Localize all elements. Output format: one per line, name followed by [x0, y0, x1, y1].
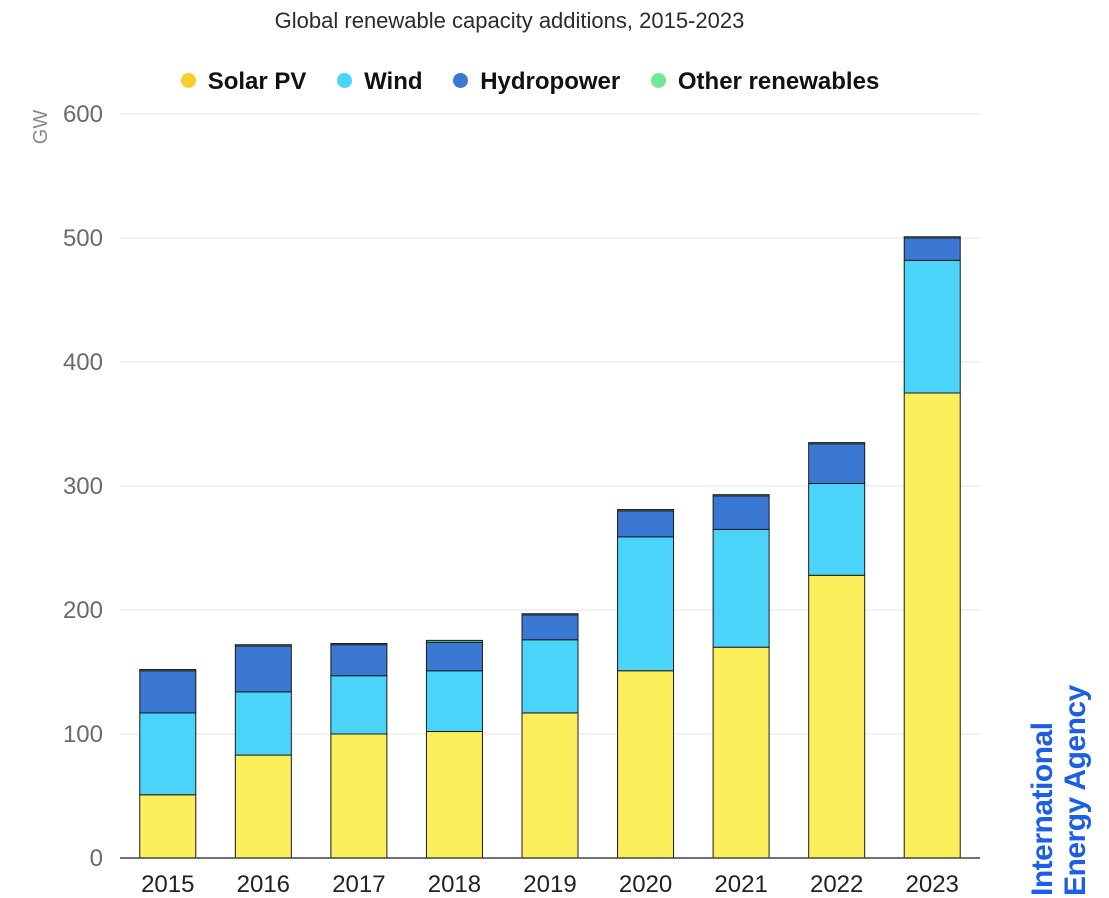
bar-solar-pv-2019: [521, 712, 579, 859]
chart-legend: Solar PV Wind Hydropower Other renewable…: [0, 68, 1060, 96]
bar-wind-2019: [521, 639, 579, 714]
x-tick-label-2015: 2015: [141, 871, 194, 898]
bar-hydropower-2021: [712, 495, 770, 530]
bar-wind-2020: [617, 536, 675, 672]
y-tick-label-500: 500: [63, 225, 103, 252]
bar-other-renewables-2018: [425, 639, 483, 643]
legend-dot-other-renewables: [650, 73, 666, 89]
bar-solar-pv-2015: [139, 794, 197, 859]
bar-other-renewables-2023: [903, 236, 961, 239]
bar-solar-pv-2018: [425, 731, 483, 859]
y-tick-label-100: 100: [63, 721, 103, 748]
bar-hydropower-2019: [521, 614, 579, 641]
bar-hydropower-2022: [808, 443, 866, 485]
bar-wind-2018: [425, 670, 483, 733]
y-tick-label-0: 0: [90, 845, 103, 872]
x-tick-label-2022: 2022: [810, 871, 863, 898]
bar-other-renewables-2019: [521, 613, 579, 616]
x-tick-label-2017: 2017: [332, 871, 385, 898]
legend-item-wind[interactable]: Wind: [337, 68, 423, 96]
logo-line-1: International: [1026, 722, 1059, 896]
legend-label-wind: Wind: [364, 68, 423, 95]
legend-item-hydropower[interactable]: Hydropower: [453, 68, 620, 96]
y-axis-unit-label: GW: [30, 110, 52, 145]
bar-wind-2022: [808, 483, 866, 576]
iea-logo: International Energy Agency: [1026, 685, 1092, 896]
bar-solar-pv-2017: [330, 733, 388, 859]
bar-hydropower-2020: [617, 510, 675, 538]
logo-line-2: Energy Agency: [1059, 685, 1092, 896]
bar-other-renewables-2021: [712, 494, 770, 497]
bar-other-renewables-2020: [617, 509, 675, 512]
bar-wind-2023: [903, 259, 961, 394]
legend-item-other-renewables[interactable]: Other renewables: [650, 68, 880, 96]
bar-hydropower-2018: [425, 641, 483, 672]
legend-item-solar-pv[interactable]: Solar PV: [180, 68, 307, 96]
bar-hydropower-2016: [234, 645, 292, 693]
bar-hydropower-2017: [330, 644, 388, 677]
legend-dot-solar-pv: [180, 73, 196, 89]
bar-solar-pv-2023: [903, 392, 961, 859]
x-tick-label-2023: 2023: [906, 871, 959, 898]
legend-dot-hydropower: [453, 73, 469, 89]
bar-solar-pv-2022: [808, 574, 866, 859]
bar-other-renewables-2015: [139, 669, 197, 672]
y-tick-label-400: 400: [63, 349, 103, 376]
x-tick-label-2019: 2019: [523, 871, 576, 898]
bar-wind-2021: [712, 528, 770, 648]
bar-hydropower-2023: [903, 237, 961, 261]
x-tick-label-2018: 2018: [428, 871, 481, 898]
bar-wind-2017: [330, 675, 388, 735]
bar-other-renewables-2022: [808, 442, 866, 445]
legend-label-hydropower: Hydropower: [480, 68, 621, 95]
x-tick-label-2021: 2021: [714, 871, 767, 898]
y-tick-label-200: 200: [63, 597, 103, 624]
y-tick-label-300: 300: [63, 473, 103, 500]
bar-other-renewables-2017: [330, 642, 388, 646]
bar-hydropower-2015: [139, 670, 197, 714]
bar-solar-pv-2021: [712, 646, 770, 859]
bar-other-renewables-2016: [234, 644, 292, 647]
x-tick-label-2020: 2020: [619, 871, 672, 898]
y-tick-label-600: 600: [63, 101, 103, 128]
bar-solar-pv-2020: [617, 670, 675, 859]
legend-label-solar-pv: Solar PV: [207, 68, 307, 95]
legend-dot-wind: [337, 73, 353, 89]
bar-solar-pv-2016: [234, 754, 292, 859]
chart-title: Global renewable capacity additions, 201…: [274, 8, 745, 33]
x-tick-label-2016: 2016: [237, 871, 290, 898]
legend-label-other-renewables: Other renewables: [677, 68, 880, 95]
bar-wind-2016: [234, 691, 292, 756]
bar-wind-2015: [139, 712, 197, 796]
